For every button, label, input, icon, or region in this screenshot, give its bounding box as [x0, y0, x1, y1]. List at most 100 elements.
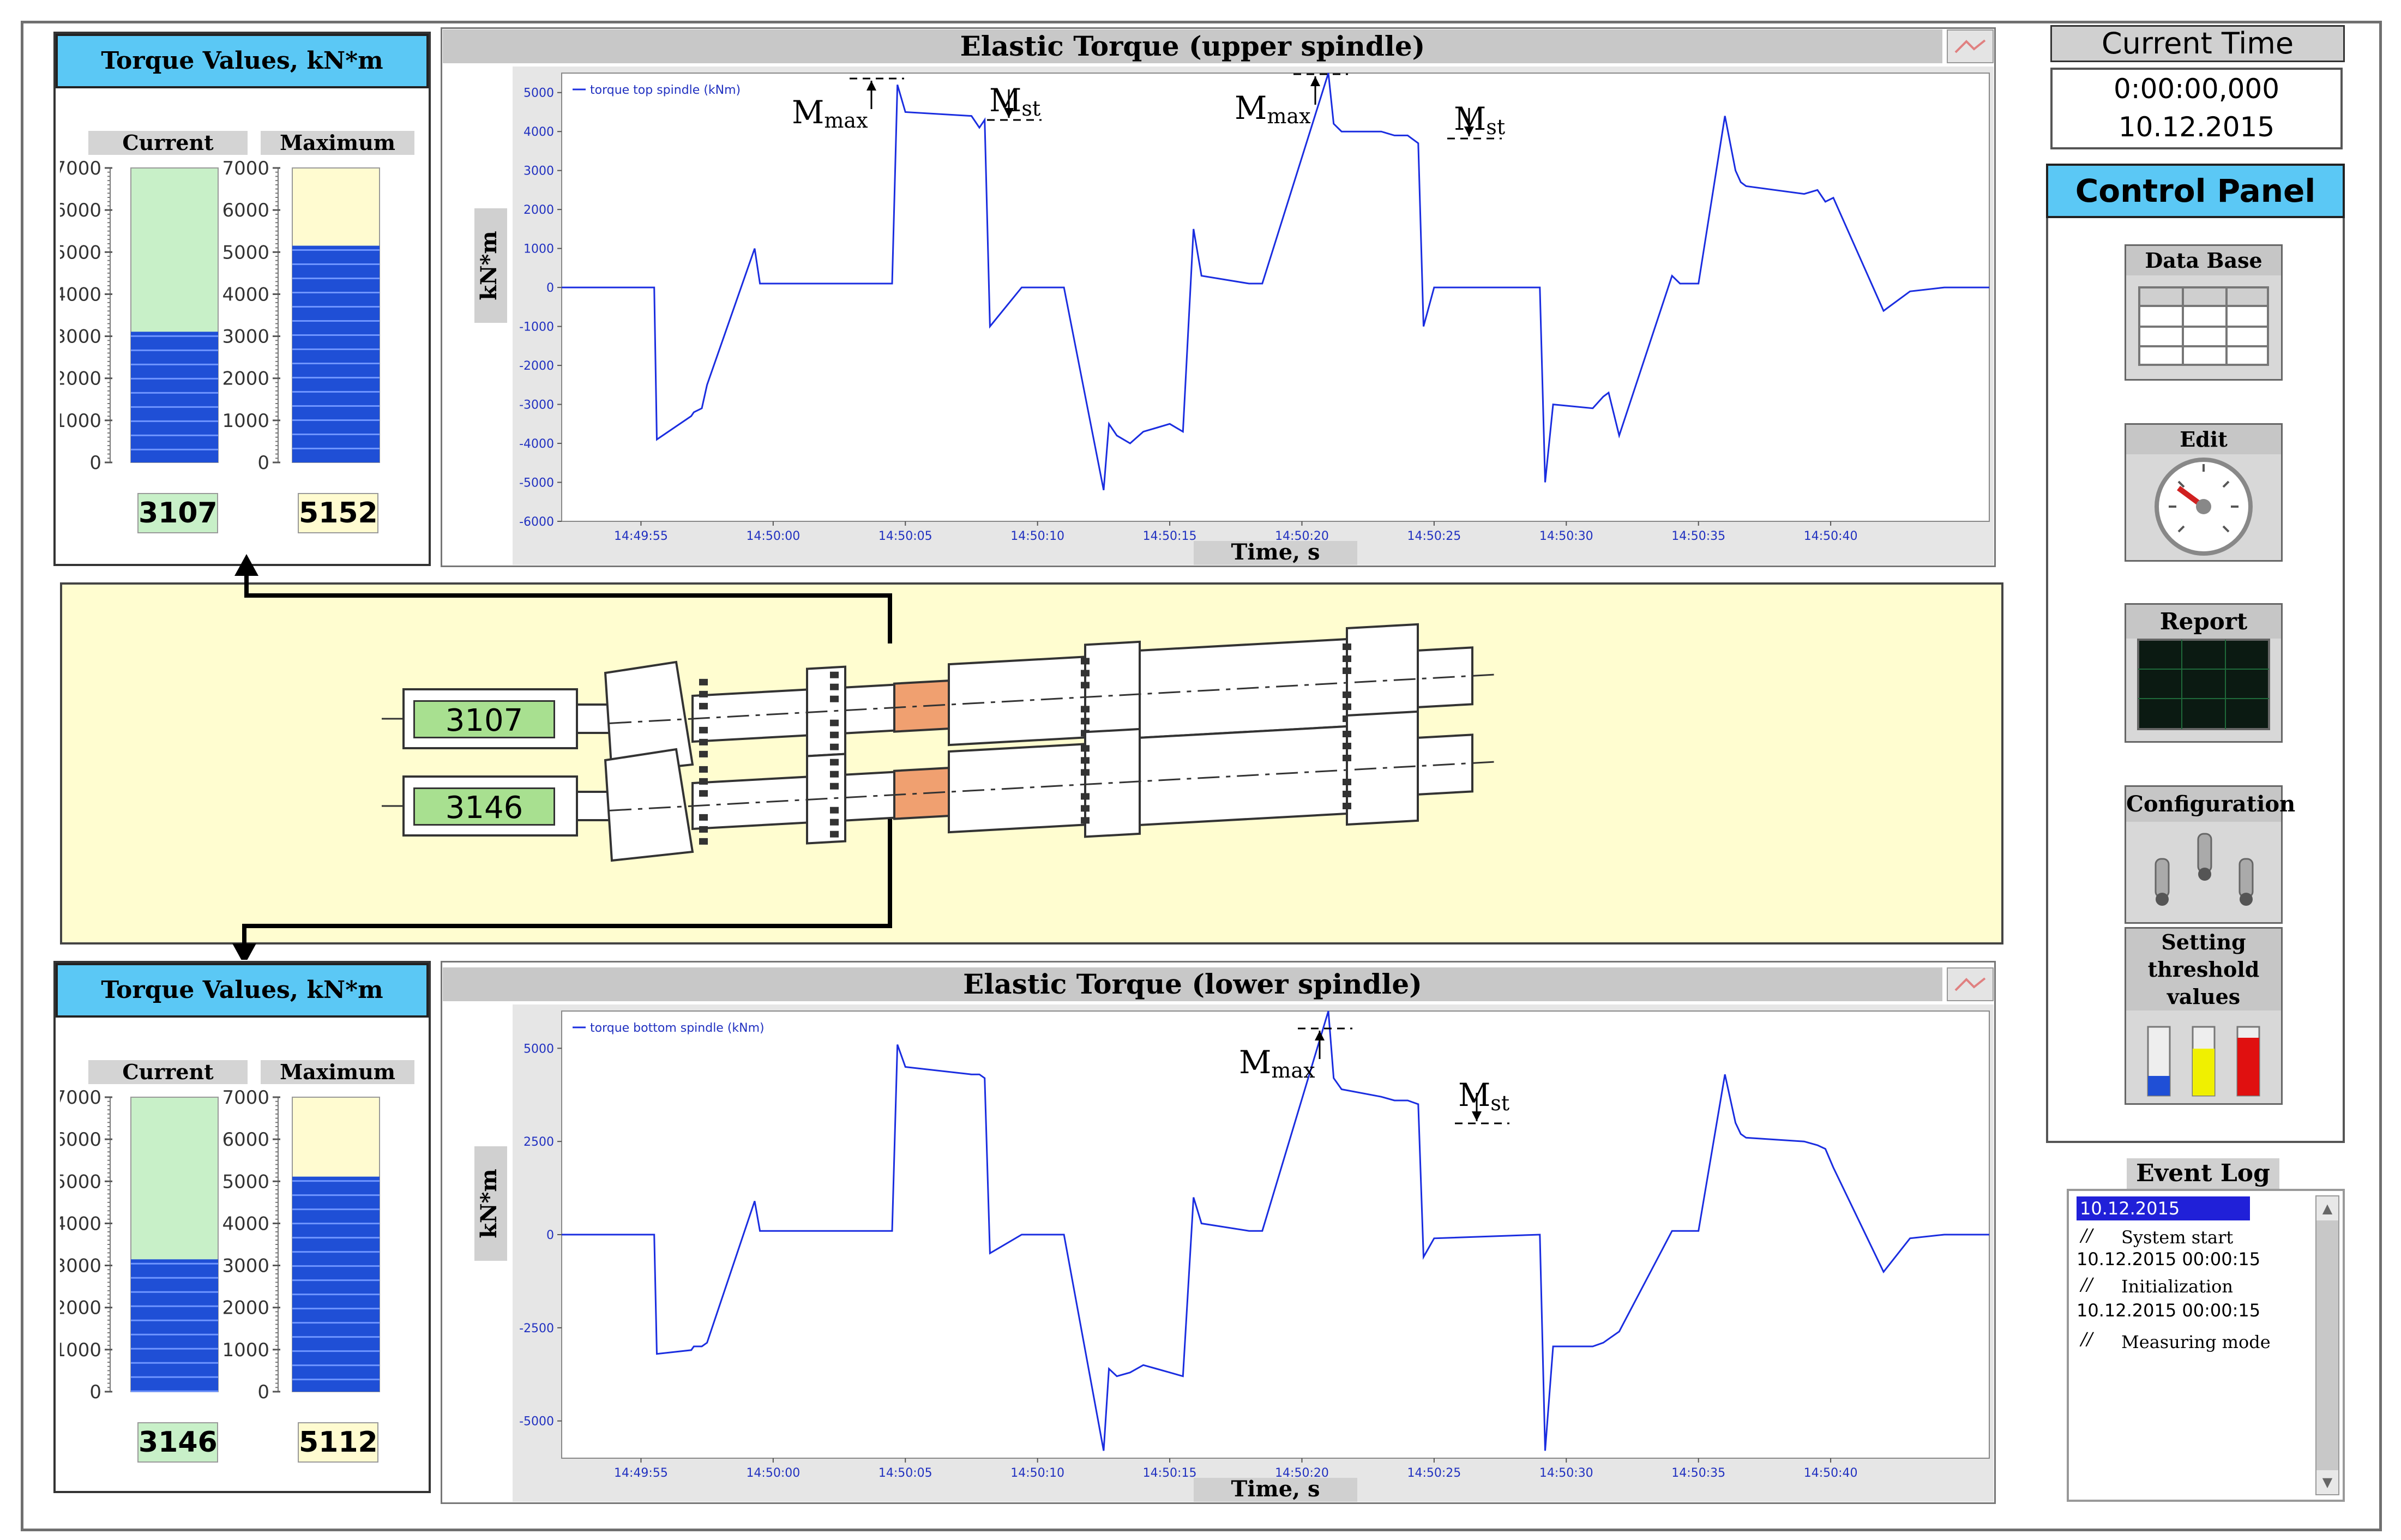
gauge-tick-label: 6000 — [222, 1129, 269, 1151]
x-tick-label: 14:50:00 — [746, 1466, 800, 1480]
flange-bolt — [830, 819, 839, 826]
gauge-tick-label: 0 — [257, 1381, 269, 1403]
gauge-tick-label: 7000 — [222, 1087, 269, 1109]
flange-bolt — [1081, 817, 1090, 823]
scroll-up-icon[interactable]: ▲ — [2316, 1196, 2338, 1220]
event-entry-initialization: Initialization — [2121, 1276, 2233, 1297]
lower-chart-title: Elastic Torque (lower spindle) — [443, 967, 1942, 1001]
flange-bolt — [1081, 670, 1090, 676]
lower-chart: kN*m500025000-2500-500014:49:55 14:50:00 1… — [469, 1004, 1994, 1502]
flange-bolt — [1343, 731, 1351, 737]
flange-bolt — [1343, 643, 1351, 650]
database-button-label: Data Base — [2126, 246, 2281, 275]
flange-bolt — [699, 691, 708, 697]
sensor-stub — [577, 792, 610, 820]
lower-sensor-readout: 3146 — [413, 787, 555, 826]
flange-bolt — [1081, 805, 1090, 811]
gauge-tick-label: 3000 — [60, 1255, 101, 1277]
x-tick-label: 14:50:25 — [1407, 1466, 1461, 1480]
gearbox-block — [605, 749, 693, 861]
arrow-down-icon — [232, 943, 256, 960]
shaft-segment — [894, 681, 949, 732]
gauge-tick-label: 3000 — [222, 1255, 269, 1277]
y-tick-label: -5000 — [519, 1415, 554, 1429]
flange-bolt — [1081, 757, 1090, 763]
x-tick-label: 14:50:35 — [1671, 1466, 1725, 1480]
event-entry-measuring-mode: Measuring mode — [2121, 1332, 2271, 1352]
report-button-label: Report — [2126, 605, 2281, 639]
flange-bolt — [1343, 691, 1351, 698]
event-time-2: 10.12.2015 00:00:15 — [2077, 1249, 2260, 1270]
x-tick-label: 14:49:55 — [614, 1466, 668, 1480]
current-gauge-fill — [131, 1259, 218, 1392]
current-date-value: 10.12.2015 — [2053, 111, 2340, 143]
flange-bolt — [699, 727, 708, 733]
chart-options-icon-lower[interactable] — [1947, 967, 1994, 1001]
flange-bolt — [830, 771, 839, 778]
flange-bolt — [830, 672, 839, 678]
flange-bolt — [699, 739, 708, 745]
event-time-3: 10.12.2015 00:00:15 — [2077, 1300, 2260, 1321]
flange-bolt — [1081, 745, 1090, 751]
flange-bolt — [830, 744, 839, 750]
upper-sensor-readout: 3107 — [413, 700, 555, 738]
y-axis-label: kN*m — [476, 1169, 502, 1238]
shaft-segment — [1347, 712, 1418, 825]
current-label-lower: Current — [88, 1060, 248, 1084]
scroll-down-icon[interactable]: ▼ — [2316, 1470, 2338, 1494]
gauge-tick-label: 7000 — [60, 1087, 101, 1109]
gauge-tick-label: 4000 — [222, 1213, 269, 1235]
event-log-list[interactable]: 10.12.2015 00:00:00 // System start 10.1… — [2067, 1189, 2345, 1502]
y-tick-label: 0 — [546, 1229, 554, 1242]
edit-button-label: Edit — [2126, 425, 2281, 454]
gauge-tick-label: 2000 — [222, 1297, 269, 1319]
flange-bolt — [1081, 658, 1090, 664]
y-tick-label: 2500 — [523, 1135, 554, 1149]
x-tick-label: 14:50:05 — [878, 1466, 932, 1480]
flange-bolt — [699, 838, 708, 845]
flange-bolt — [1081, 706, 1090, 712]
x-axis-label: Time, s — [1231, 1476, 1320, 1502]
event-log-scrollbar[interactable]: ▲ ▼ — [2315, 1195, 2339, 1495]
current-readout-lower: 3146 — [137, 1422, 218, 1463]
gauge-tick-label: 2000 — [60, 1297, 101, 1319]
flange-bolt — [1081, 769, 1090, 775]
current-time-title: Current Time — [2050, 25, 2345, 62]
maximum-label-lower: Maximum — [261, 1060, 414, 1084]
y-tick-label: 5000 — [523, 1042, 554, 1056]
shaft-segment — [845, 772, 894, 821]
flange-bolt — [830, 684, 839, 690]
flange-bolt — [830, 759, 839, 766]
torque-gauges-lower: 7000 6000 5000 4000 3000 2000 1000 0 7000 6000 500… — [60, 1086, 425, 1403]
flange-bolt — [699, 778, 708, 785]
arrow-up-icon — [234, 554, 258, 576]
current-time-value: 0:00:00,000 — [2053, 73, 2340, 105]
x-tick-label: 14:50:40 — [1804, 1466, 1858, 1480]
gauge-tick-label: 1000 — [222, 1339, 269, 1361]
flange-bolt — [1343, 655, 1351, 662]
flange-bolt — [830, 720, 839, 726]
flange-bolt — [1343, 667, 1351, 674]
event-log-selected[interactable]: 10.12.2015 00:00:00 — [2077, 1196, 2250, 1220]
flange-bolt — [699, 814, 708, 821]
event-separator-1: // — [2081, 1225, 2093, 1246]
gauge-tick-label: 0 — [89, 1381, 101, 1403]
flange-bolt — [1343, 803, 1351, 809]
shaft-segment — [693, 689, 807, 742]
flange-bolt — [699, 703, 708, 709]
flange-bolt — [1343, 743, 1351, 749]
torque-values-lower-title: Torque Values, kN*m — [56, 963, 429, 1018]
x-tick-label: 14:50:15 — [1143, 1466, 1197, 1480]
flange-bolt — [699, 766, 708, 773]
shaft-segment — [894, 768, 949, 819]
setting-threshold-label: Setting threshold values — [2126, 929, 2281, 1010]
configuration-button-label: Configuration — [2126, 787, 2281, 822]
event-entry-system-start: System start — [2121, 1227, 2233, 1248]
flange-bolt — [1343, 791, 1351, 797]
event-separator-2: // — [2081, 1274, 2093, 1295]
flange-bolt — [830, 807, 839, 814]
flange-bolt — [1081, 682, 1090, 688]
shaft-segment — [845, 685, 894, 733]
flange-bolt — [830, 783, 839, 790]
flange-bolt — [699, 751, 708, 757]
